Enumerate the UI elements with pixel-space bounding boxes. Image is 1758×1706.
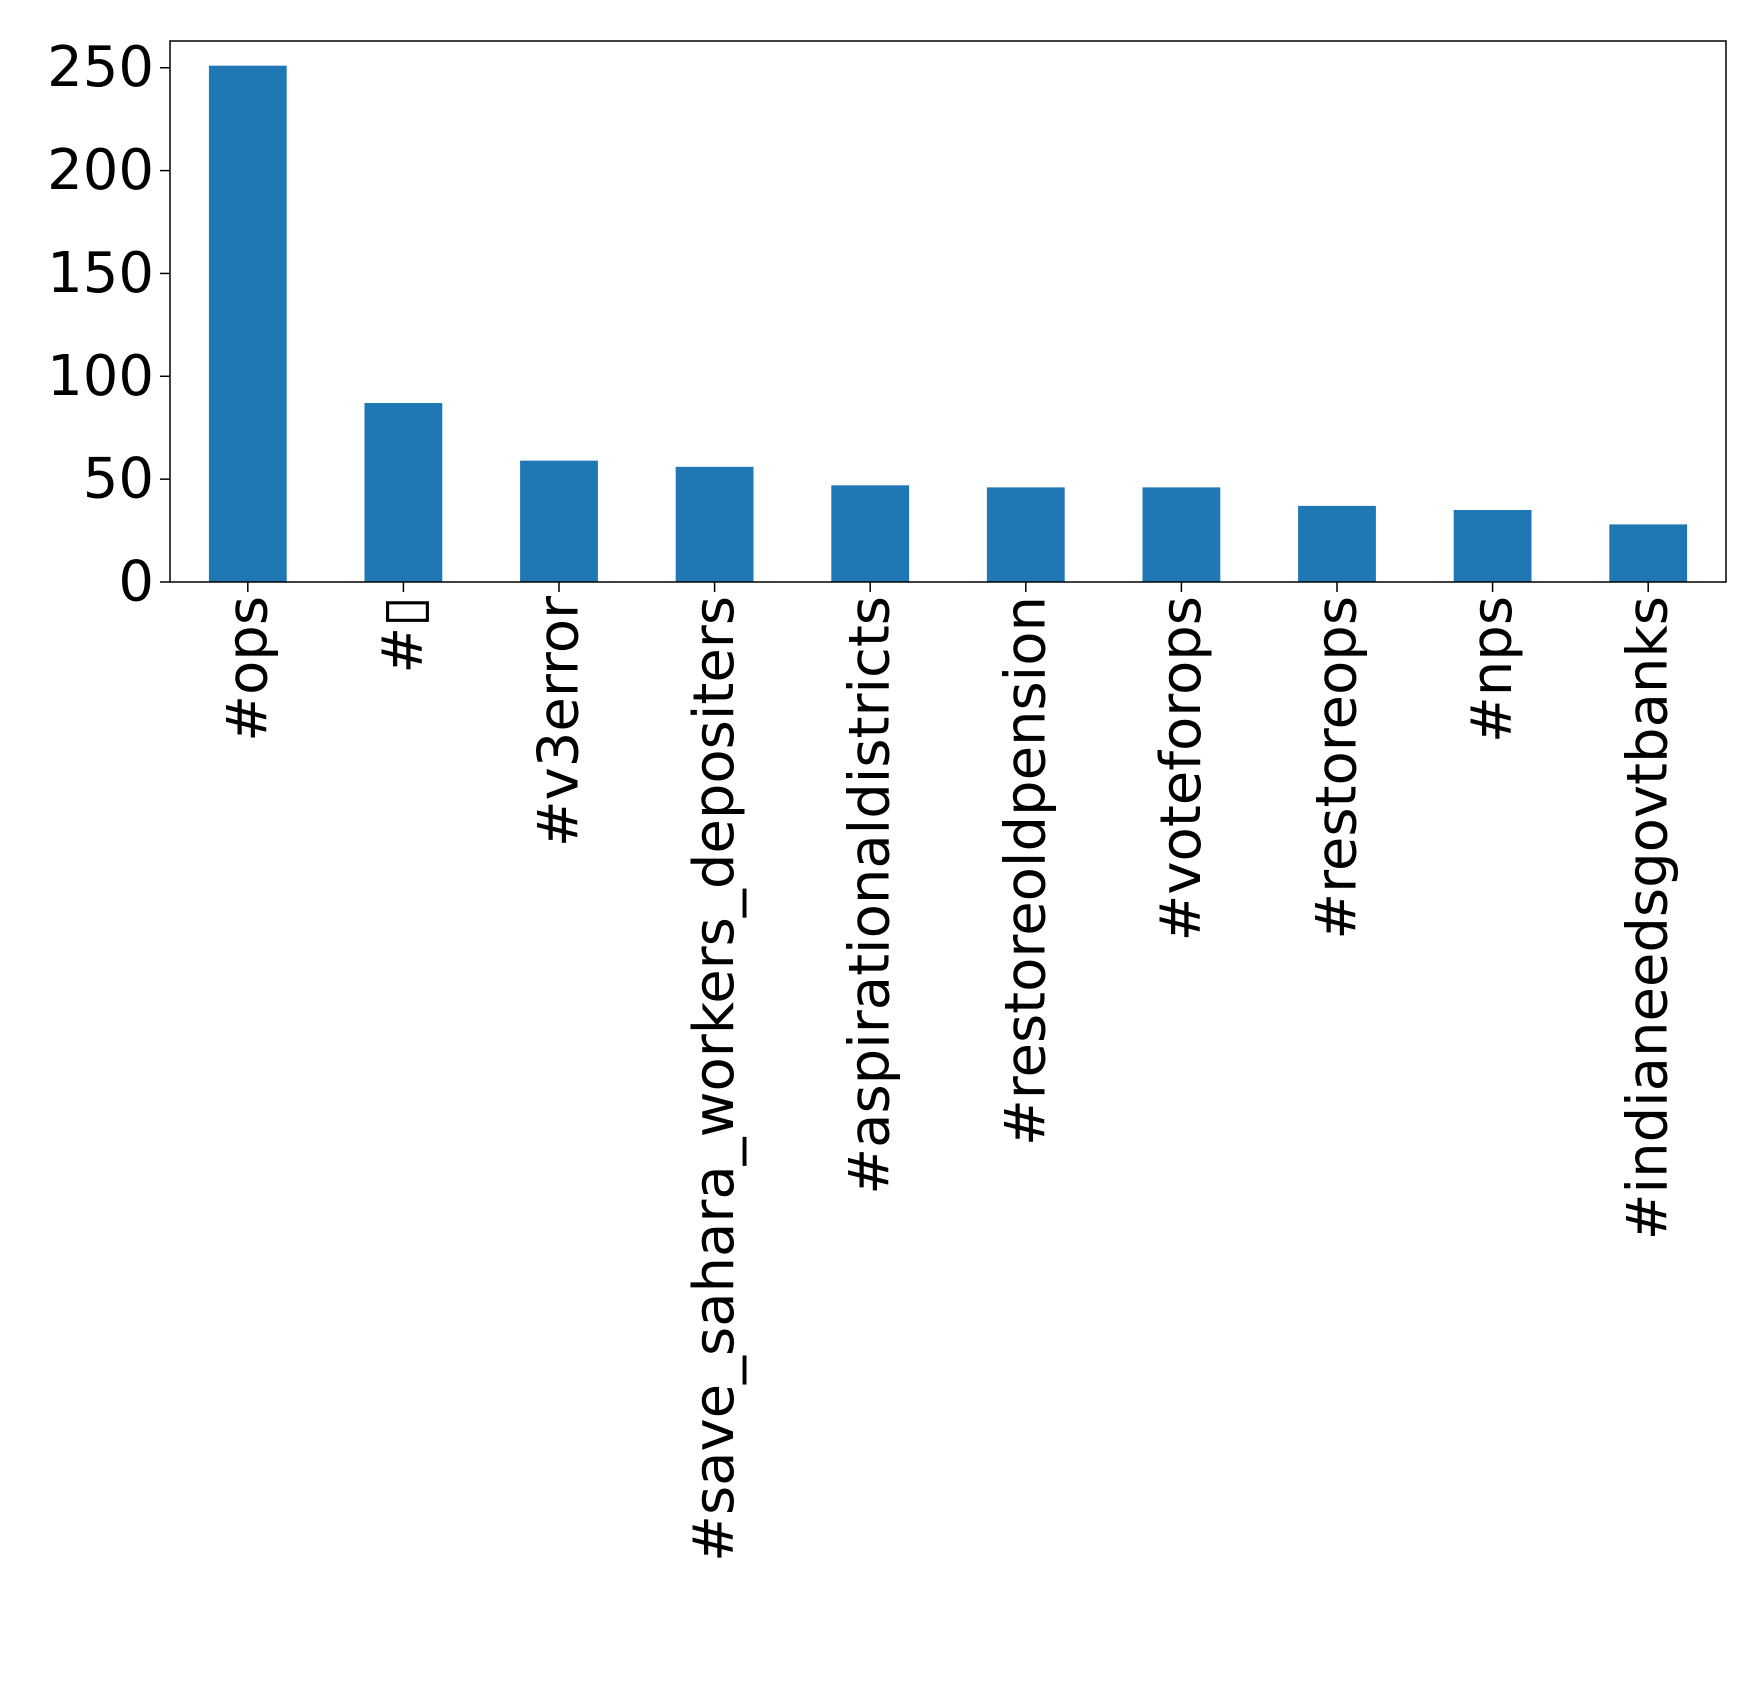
x-tick-label: #▯ bbox=[371, 596, 436, 674]
x-tick-label: #aspirationaldistricts bbox=[838, 596, 903, 1195]
y-tick-label: 250 bbox=[47, 35, 154, 100]
x-tick-label: #indianeedsgovtbanks bbox=[1616, 596, 1681, 1240]
y-tick-label: 50 bbox=[83, 447, 154, 512]
bar bbox=[1609, 524, 1688, 582]
y-tick-label: 150 bbox=[47, 241, 154, 306]
x-tick-label: #nps bbox=[1460, 596, 1525, 743]
y-tick-label: 200 bbox=[47, 138, 154, 203]
bar bbox=[986, 487, 1065, 582]
x-tick-label: #v3error bbox=[527, 595, 592, 847]
bar bbox=[1298, 505, 1376, 582]
x-axis: #ops #▯ #v3error #save_sahara_workers_depos… bbox=[215, 582, 1681, 1562]
plot-frame bbox=[169, 40, 1727, 583]
y-axis: 0 50 100 150 200 250 bbox=[47, 35, 170, 615]
bar bbox=[831, 485, 910, 582]
x-tick-label: #save_sahara_workers_depositers bbox=[682, 596, 747, 1562]
x-tick-label: #voteforops bbox=[1149, 596, 1214, 942]
bar bbox=[208, 65, 287, 583]
bar bbox=[364, 403, 443, 582]
x-tick-label: #restoreops bbox=[1305, 596, 1370, 940]
bar bbox=[1453, 510, 1532, 582]
x-tick-label: #restoreoldpension bbox=[993, 596, 1058, 1146]
bars-layer bbox=[208, 65, 1688, 583]
y-tick-label: 0 bbox=[118, 550, 154, 615]
bar bbox=[675, 466, 754, 582]
bar bbox=[520, 460, 598, 582]
y-tick-label: 100 bbox=[47, 344, 154, 409]
x-tick-label: #ops bbox=[215, 596, 280, 742]
bar bbox=[1142, 487, 1221, 582]
